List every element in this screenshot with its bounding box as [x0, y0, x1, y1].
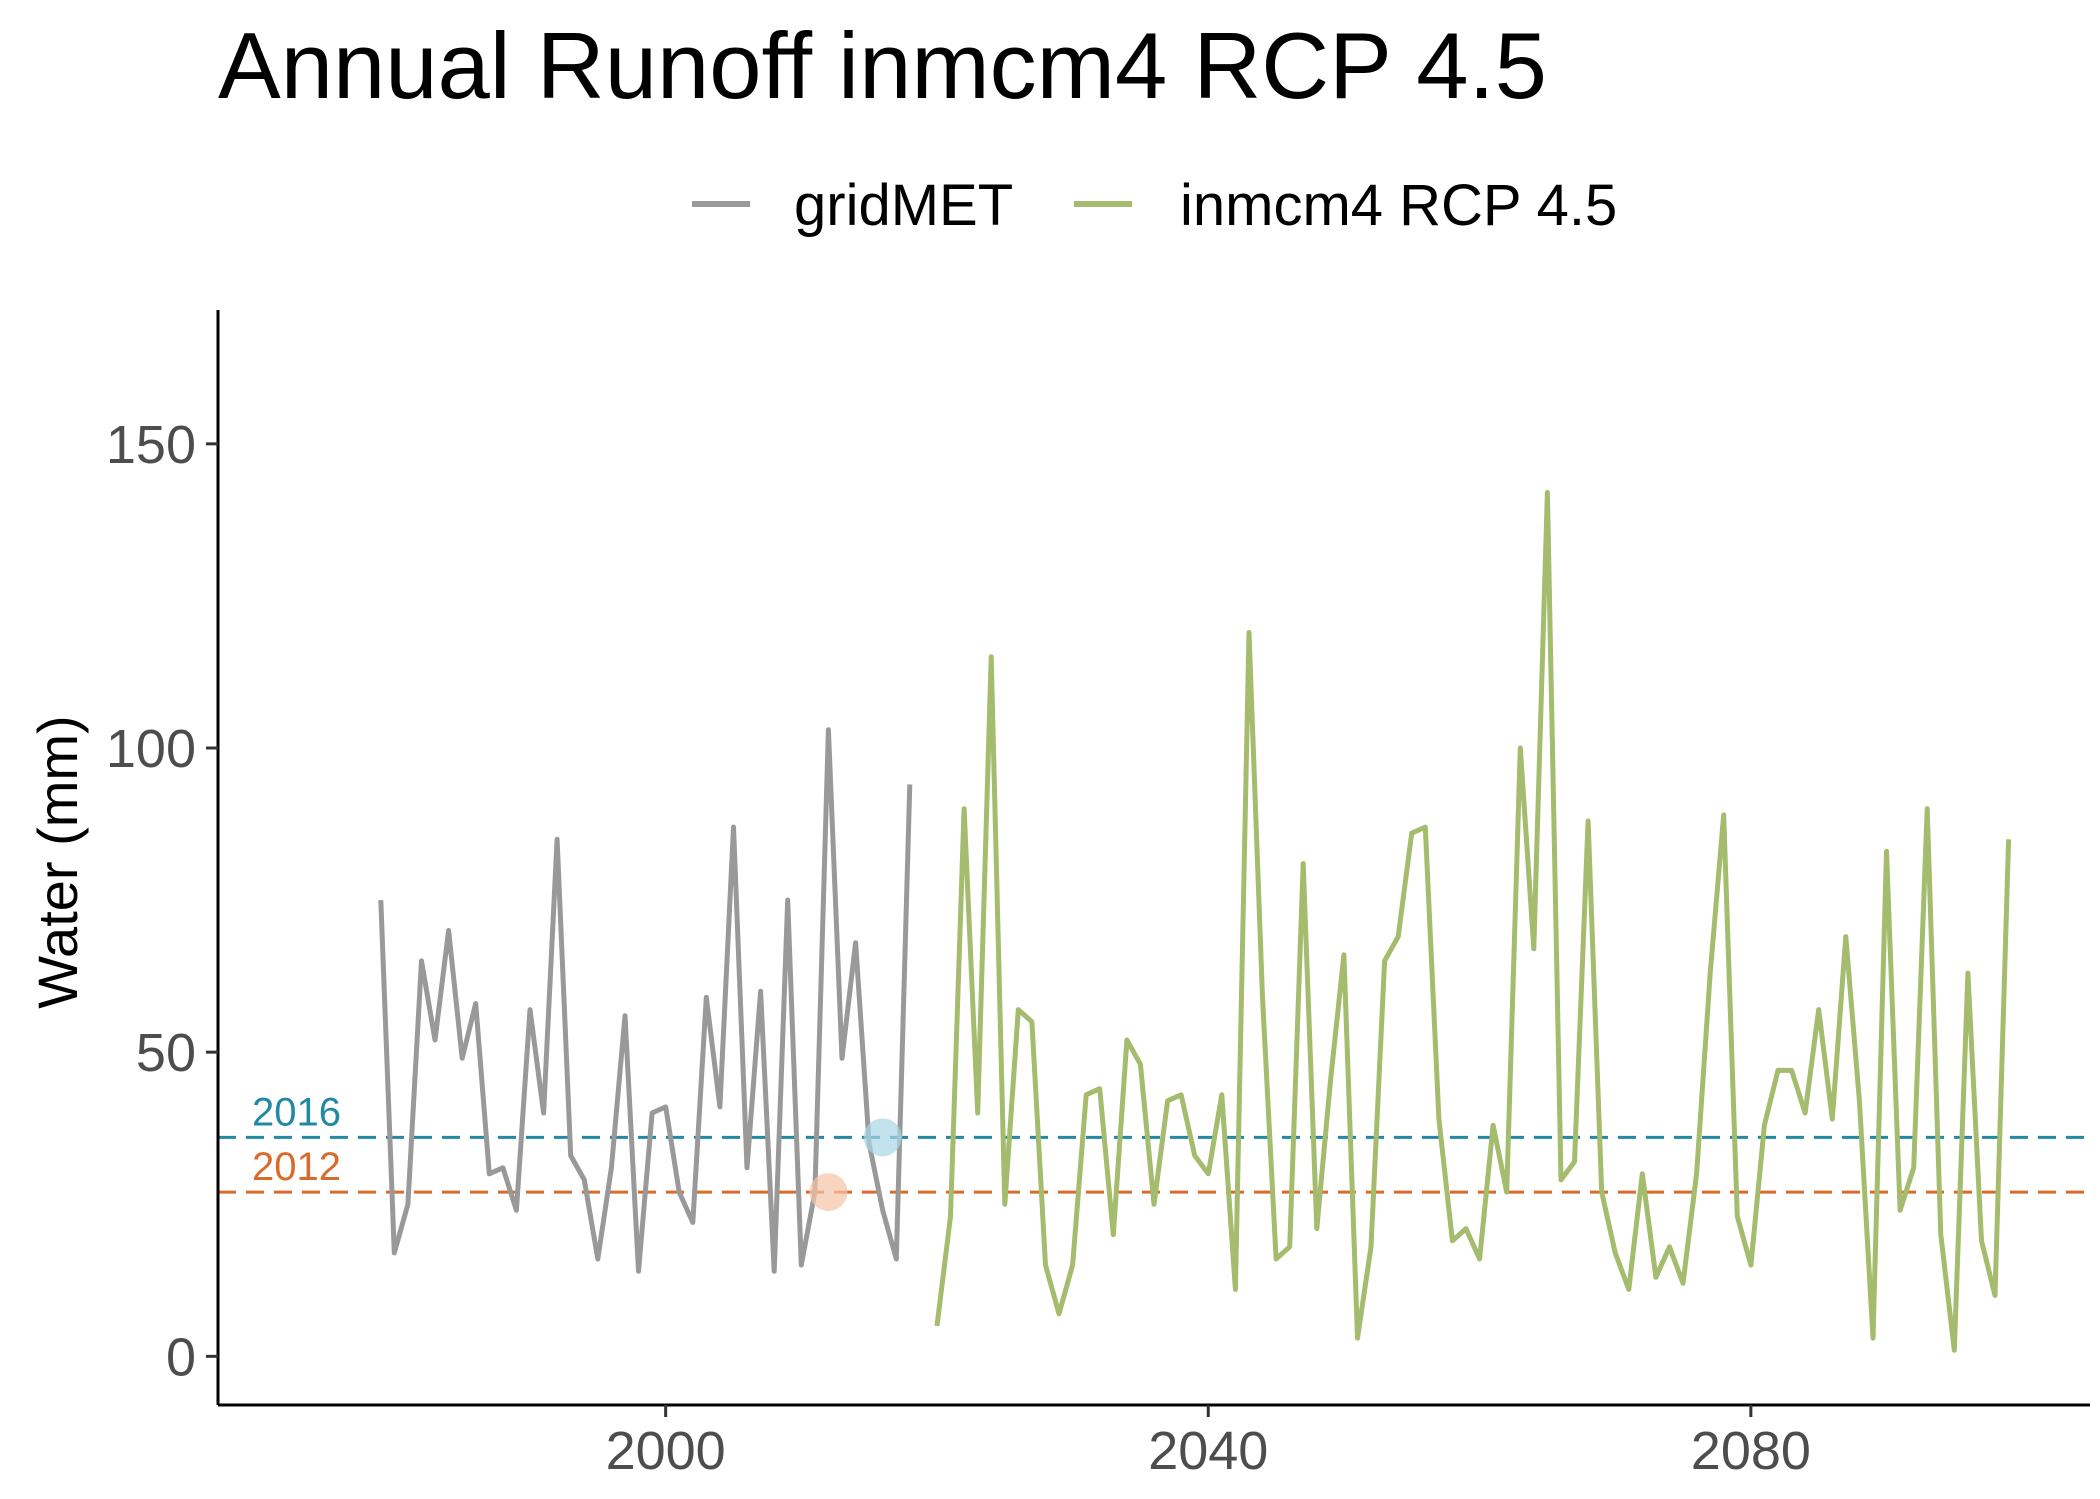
plot-area: 2016 2012 0 50 100 150 2000 2040 2080	[106, 310, 2090, 1481]
y-tick-label: 100	[106, 719, 196, 779]
series-line-gridmet	[378, 727, 913, 1274]
x-tick-label: 2000	[606, 1421, 726, 1481]
x-tick-label: 2080	[1691, 1421, 1811, 1481]
marker-2016	[863, 1118, 902, 1157]
reference-label-2012: 2012	[252, 1145, 341, 1189]
reference-label-2016: 2016	[252, 1090, 341, 1134]
x-tick-label: 2040	[1148, 1421, 1268, 1481]
y-tick-label: 0	[166, 1327, 196, 1387]
series-line-inmcm4-rcp-4-5	[934, 490, 2012, 1353]
y-tick-label: 50	[136, 1023, 196, 1083]
y-axis-title: Water (mm)	[26, 715, 89, 1008]
legend-label-gridmet: gridMET	[794, 173, 1013, 238]
marker-2012	[809, 1173, 848, 1212]
y-tick-label: 150	[106, 415, 196, 475]
chart-title: Annual Runoff inmcm4 RCP 4.5	[218, 13, 1547, 118]
legend: gridMET inmcm4 RCP 4.5	[692, 173, 1617, 238]
legend-label-inmcm4: inmcm4 RCP 4.5	[1180, 173, 1617, 238]
